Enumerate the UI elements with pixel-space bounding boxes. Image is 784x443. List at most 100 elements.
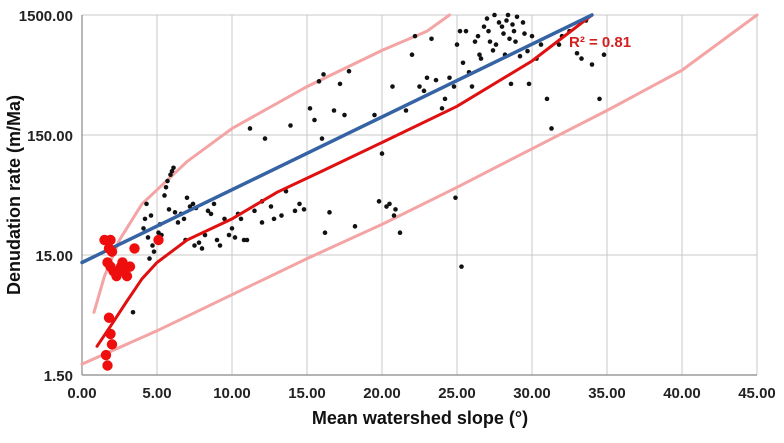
data-point-black [403,108,409,113]
data-point-black [262,136,268,141]
data-point-black [130,309,136,315]
data-point-black [393,207,398,212]
data-point-black [421,88,427,94]
data-point-black [493,42,499,47]
data-point-black [601,52,607,58]
data-point-black [244,237,250,243]
x-tick-label: 5.00 [142,385,171,402]
data-point-black [316,79,322,84]
data-point-black [327,210,332,215]
data-point-black [517,53,523,59]
data-point-black [589,62,595,67]
data-point-black [390,84,395,89]
y-axis-title: Denudation rate (m/Ma) [4,95,24,295]
data-point-black [549,126,554,131]
data-point-black [409,52,415,58]
data-point-black [429,36,434,42]
data-point-black [460,60,466,66]
data-point-black [439,106,445,111]
data-point-black [490,48,496,53]
data-point-black [511,28,517,34]
data-point-black [166,207,172,212]
data-point-black [597,96,602,102]
data-point-black [397,230,403,236]
x-tick-label: 30.00 [513,385,551,402]
data-point-black [514,14,520,20]
red-fit-curve [95,13,594,348]
data-point-black [163,184,169,190]
data-point-black [412,33,418,39]
data-point-black [522,31,527,36]
data-point-black [472,39,478,44]
data-point-black [477,52,482,58]
tick-labels: 0.00 5.00 10.00 15.00 20.00 25.00 30.00 35.00 40… [19,8,776,402]
data-point-black [172,210,178,215]
data-point-black [492,12,497,18]
data-point-black [319,136,325,141]
data-point-black [342,112,347,118]
data-point-black [184,195,190,201]
data-point-black [486,28,491,34]
data-point-red [129,243,140,254]
data-point-black [544,96,550,102]
upper-envelope-curve [92,13,451,314]
data-point-black [175,220,181,225]
data-point-black [376,199,382,204]
data-point-black [229,226,235,231]
data-point-black [148,213,154,218]
data-point-black [529,33,535,39]
data-point-black [507,36,512,42]
data-point-black [520,20,526,25]
data-point-black [469,84,475,89]
data-point-black [454,42,460,47]
data-point-black [238,216,244,222]
data-point-black [478,56,484,61]
data-point-black [459,264,464,269]
data-point-black [496,20,502,25]
data-point-red [106,339,118,350]
data-point-black [162,193,167,198]
data-point-red [102,360,113,371]
x-tick-label: 15.00 [288,385,326,402]
y-tick-label: 1.50 [44,368,73,385]
data-point-black [505,12,511,18]
data-point-black [259,220,265,225]
data-point-black [424,75,430,81]
data-point-black [475,33,481,39]
lower-envelope-curve [80,13,759,366]
data-point-black [247,126,253,131]
data-point-black [288,123,293,128]
data-point-black [457,28,463,34]
data-point-red [100,349,112,361]
data-point-black [222,216,227,222]
data-point-black [297,201,302,207]
data-point-black [453,195,458,201]
data-point-black [199,246,205,251]
data-point-black [208,211,214,217]
data-point-black [508,81,514,87]
data-point-black [147,256,152,261]
x-tick-label: 20.00 [363,385,401,402]
blue-regression-line [80,13,594,265]
data-point-black [196,240,202,245]
data-point-red [121,270,133,282]
x-axis-title: Mean watershed slope (°) [312,408,528,428]
data-point-black [331,108,337,113]
data-point-black [145,235,151,240]
data-point-red [103,312,115,323]
data-point-black [352,224,358,229]
data-point-black [301,207,307,212]
data-point-black [312,117,317,123]
series-layer [80,12,759,371]
data-point-black [214,237,220,243]
data-point-black [346,68,352,74]
data-point-black [168,172,173,178]
data-point-black [510,22,515,27]
x-tick-label: 45.00 [738,385,776,402]
y-tick-label: 1500.00 [19,8,73,25]
data-point-black [481,24,487,29]
data-point-black [252,208,257,214]
data-point-red [153,234,164,246]
